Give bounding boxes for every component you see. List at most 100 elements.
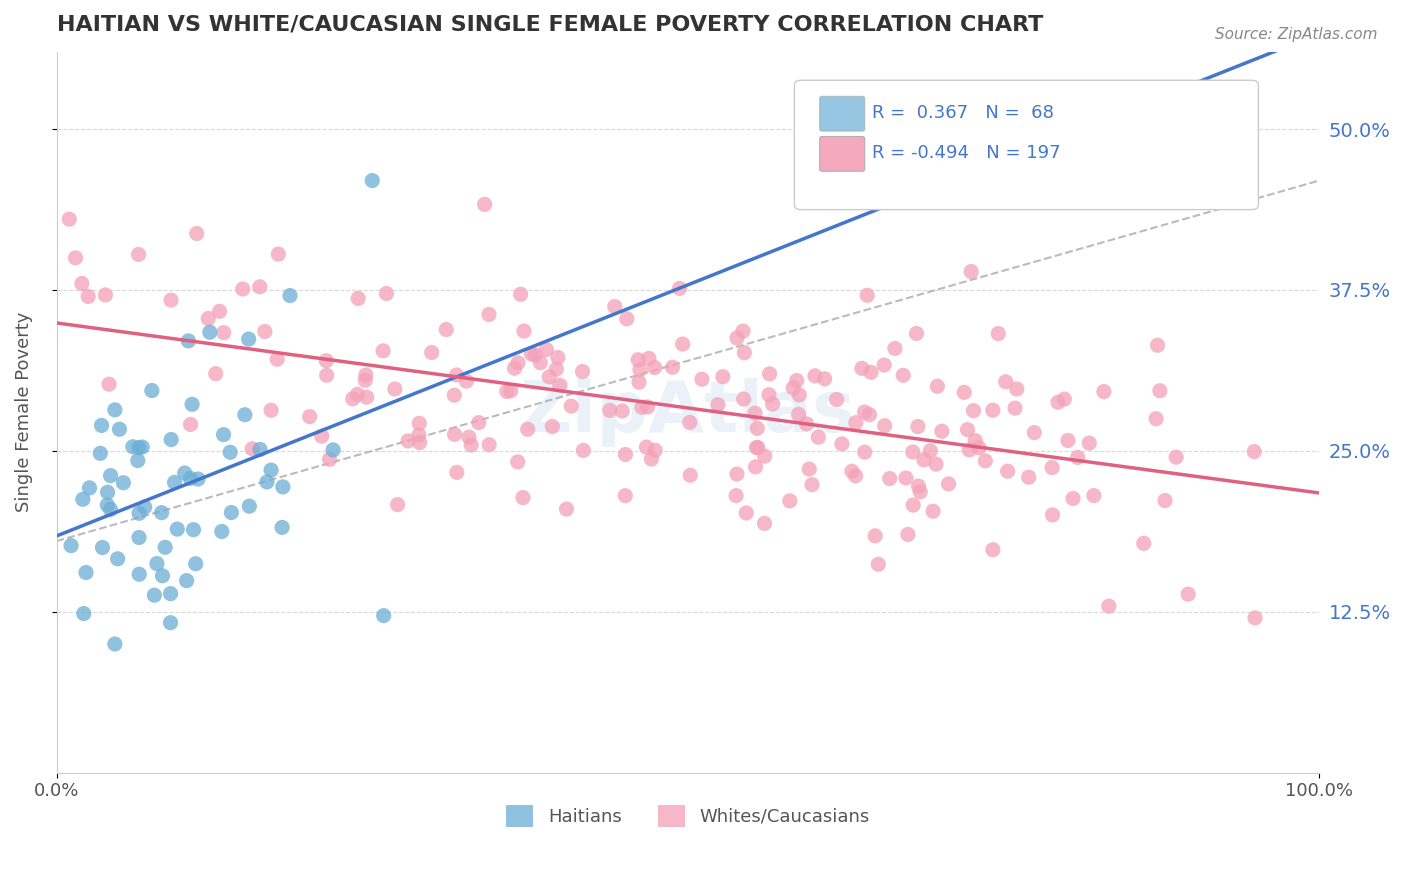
Point bbox=[905, 326, 928, 341]
Point bbox=[636, 440, 658, 454]
Point bbox=[758, 388, 780, 402]
Point bbox=[758, 367, 780, 381]
Point bbox=[733, 392, 755, 406]
Point bbox=[127, 453, 149, 467]
Point bbox=[707, 398, 730, 412]
Point bbox=[661, 360, 683, 375]
Point bbox=[420, 345, 443, 359]
Point bbox=[1146, 338, 1168, 352]
Point bbox=[747, 441, 769, 455]
Point bbox=[851, 361, 873, 376]
Point bbox=[128, 531, 150, 545]
Point bbox=[104, 637, 127, 651]
Point bbox=[960, 264, 983, 278]
Point bbox=[90, 418, 112, 433]
Point bbox=[679, 416, 702, 430]
Point bbox=[868, 558, 890, 572]
Point bbox=[176, 574, 198, 588]
Point bbox=[668, 281, 690, 295]
Point bbox=[181, 397, 204, 411]
Point bbox=[628, 363, 651, 377]
Point bbox=[546, 362, 568, 376]
Point bbox=[891, 368, 914, 383]
Point bbox=[761, 397, 783, 411]
Point bbox=[1062, 491, 1084, 506]
Point bbox=[271, 520, 294, 534]
Point bbox=[73, 607, 96, 621]
Point bbox=[128, 567, 150, 582]
Point bbox=[434, 322, 457, 336]
Point bbox=[253, 325, 276, 339]
Point bbox=[672, 337, 695, 351]
Point bbox=[60, 539, 83, 553]
Point bbox=[912, 453, 935, 467]
Point bbox=[907, 419, 929, 434]
Point bbox=[208, 304, 231, 318]
Point bbox=[825, 392, 848, 407]
Point bbox=[70, 277, 93, 291]
Point bbox=[725, 489, 748, 503]
Point bbox=[1177, 587, 1199, 601]
Point bbox=[177, 334, 200, 348]
Point bbox=[1018, 470, 1040, 484]
Point bbox=[446, 368, 468, 382]
Point bbox=[725, 331, 748, 345]
Point bbox=[347, 292, 370, 306]
Point bbox=[318, 452, 340, 467]
Point bbox=[240, 442, 263, 456]
Text: HAITIAN VS WHITE/CAUCASIAN SINGLE FEMALE POVERTY CORRELATION CHART: HAITIAN VS WHITE/CAUCASIAN SINGLE FEMALE… bbox=[56, 15, 1043, 35]
Point bbox=[1098, 599, 1121, 614]
Point bbox=[77, 289, 100, 303]
Point bbox=[211, 524, 233, 539]
Point bbox=[967, 441, 990, 455]
Point bbox=[541, 419, 564, 434]
Point bbox=[1066, 450, 1088, 465]
Point bbox=[910, 484, 932, 499]
Point bbox=[927, 379, 949, 393]
Point bbox=[121, 440, 143, 454]
Point bbox=[516, 422, 538, 436]
Point bbox=[506, 455, 529, 469]
Point bbox=[152, 569, 174, 583]
Point bbox=[1132, 536, 1154, 550]
Point bbox=[994, 375, 1017, 389]
Point bbox=[638, 351, 661, 366]
Point bbox=[831, 437, 853, 451]
Point bbox=[612, 404, 634, 418]
Point bbox=[863, 529, 886, 543]
Point bbox=[744, 459, 766, 474]
Point bbox=[938, 476, 960, 491]
Point bbox=[747, 421, 769, 435]
Text: R =  0.367   N =  68: R = 0.367 N = 68 bbox=[872, 104, 1053, 122]
Point bbox=[468, 416, 491, 430]
Point bbox=[384, 382, 406, 396]
Point bbox=[953, 385, 976, 400]
Point bbox=[745, 441, 768, 455]
Point bbox=[883, 342, 905, 356]
Point bbox=[524, 348, 547, 362]
Point bbox=[408, 428, 430, 442]
Point bbox=[965, 434, 987, 448]
Point bbox=[897, 527, 920, 541]
Point bbox=[631, 401, 654, 415]
Point bbox=[603, 300, 626, 314]
Point bbox=[249, 442, 271, 457]
Point bbox=[72, 492, 94, 507]
Point bbox=[725, 467, 748, 481]
Point bbox=[271, 480, 294, 494]
Point bbox=[873, 358, 896, 372]
Point bbox=[901, 445, 924, 459]
Point bbox=[512, 491, 534, 505]
Text: R = -0.494   N = 197: R = -0.494 N = 197 bbox=[872, 145, 1060, 162]
Point bbox=[873, 418, 896, 433]
Point bbox=[599, 403, 621, 417]
Point bbox=[499, 384, 522, 398]
Point bbox=[513, 324, 536, 338]
Point bbox=[856, 288, 879, 302]
Point bbox=[536, 343, 558, 357]
Point bbox=[804, 368, 827, 383]
Text: ZipAtlas: ZipAtlas bbox=[520, 378, 856, 447]
Point bbox=[644, 360, 666, 375]
Point bbox=[711, 369, 734, 384]
Point bbox=[925, 457, 948, 471]
